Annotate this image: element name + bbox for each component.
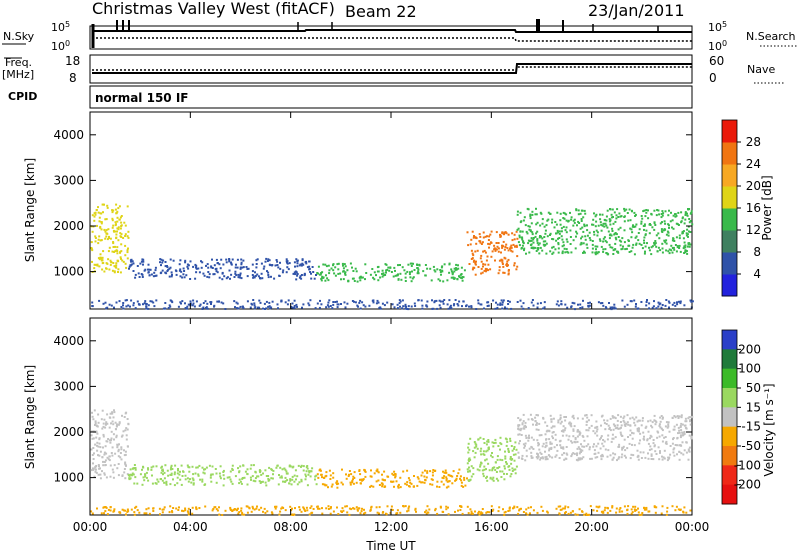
echo-region <box>91 299 694 311</box>
colorbar-swatch <box>722 274 737 297</box>
nave-tick-top: 60 <box>709 54 724 68</box>
x-axis-label: Time UT <box>365 539 416 553</box>
colorbar-tick-label: -15 <box>741 420 761 434</box>
power-panel: 1000 2000 3000 4000 Slant Range [km] 4 8 12 16… <box>23 111 774 311</box>
nave-tick-bottom: 0 <box>709 71 717 85</box>
colorbar-swatch <box>722 164 737 187</box>
power-colorbar: 4 8 12 16 20 24 28 <box>721 119 761 297</box>
nsearch-label: N.Search <box>746 30 796 43</box>
power-colorbar-label: Power [dB] <box>760 175 774 240</box>
velocity-axes: 1000 2000 3000 4000 00:00 04:00 08:00 12:00 16:0… <box>53 318 709 534</box>
colorbar-tick-label: 12 <box>746 223 761 237</box>
echo-region <box>316 262 466 283</box>
freq-line <box>92 63 692 74</box>
colorbar-tick-label: 28 <box>746 135 761 149</box>
echo-region <box>466 230 519 276</box>
colorbar-tick-label: 100 <box>738 362 761 376</box>
colorbar-swatch <box>722 426 737 447</box>
power-data <box>90 203 694 311</box>
x-tick-label: 20:00 <box>574 520 609 534</box>
y-tick-label: 4000 <box>53 128 84 142</box>
velocity-ylabel: Slant Range [km] <box>23 365 37 469</box>
colorbar-swatch <box>722 349 737 370</box>
colorbar-tick-label: 4 <box>753 267 761 281</box>
echo-region <box>128 257 317 281</box>
nsearch-tick-top: 105 <box>708 20 727 34</box>
date-label: 23/Jan/2011 <box>588 1 685 20</box>
echo-region <box>516 207 694 256</box>
echo-region <box>466 436 518 482</box>
freq-tick-bottom: 8 <box>69 71 77 85</box>
echo-region <box>127 464 318 487</box>
freq-unit: [MHz] <box>2 68 34 81</box>
nave-line <box>92 66 692 71</box>
colorbar-tick-label: 24 <box>746 157 761 171</box>
colorbar-swatch <box>722 368 737 389</box>
cpid-value: normal 150 IF <box>95 91 189 105</box>
x-tick-label: 04:00 <box>173 520 208 534</box>
freq-label: Freq. <box>5 56 32 69</box>
cpid-label: CPID <box>8 90 37 103</box>
station-title: Christmas Valley West (fitACF) <box>92 0 335 18</box>
colorbar-swatch <box>722 330 737 350</box>
colorbar-swatch <box>722 465 737 486</box>
y-tick-label: 3000 <box>53 173 84 187</box>
power-ylabel: Slant Range [km] <box>23 158 37 262</box>
colorbar-swatch <box>722 230 737 253</box>
colorbar-swatch <box>722 388 737 408</box>
freq-panel: Freq. [MHz] CPID 18 8 60 0 Nave <box>2 54 784 103</box>
colorbar-tick-label: 200 <box>738 342 761 356</box>
colorbar-swatch <box>722 446 737 466</box>
colorbar-swatch <box>722 120 737 143</box>
x-tick-label: 00:00 <box>675 520 710 534</box>
x-tick-label: 00:00 <box>73 520 108 534</box>
echo-region <box>90 409 130 480</box>
nsky-tick-top: 105 <box>51 20 70 34</box>
colorbar-tick-label: 16 <box>746 201 761 215</box>
colorbar-tick-label: 8 <box>753 245 761 259</box>
power-axes: 1000 2000 3000 4000 <box>53 112 693 309</box>
cpid-panel: normal 150 IF <box>89 85 693 109</box>
y-tick-label: 2000 <box>53 425 84 439</box>
echo-region <box>316 468 468 489</box>
nsky-line <box>92 29 692 33</box>
x-tick-label: 08:00 <box>273 520 308 534</box>
nsearch-line <box>92 37 692 42</box>
colorbar-swatch <box>722 208 737 231</box>
velocity-colorbar: 200 100 50 15 -15 -50 -100 -200 <box>721 329 761 505</box>
y-tick-label: 1000 <box>53 471 84 485</box>
velocity-colorbar-label: Velocity [m s⁻¹] <box>762 383 776 476</box>
colorbar-swatch <box>722 186 737 209</box>
nsearch-tick-bottom: 100 <box>708 39 727 53</box>
echo-region <box>517 413 694 462</box>
freq-tick-top: 18 <box>65 54 80 68</box>
colorbar-swatch <box>722 407 737 428</box>
colorbar-tick-label: -50 <box>741 439 761 453</box>
x-tick-label: 16:00 <box>474 520 509 534</box>
colorbar-swatch <box>722 484 737 505</box>
y-tick-label: 3000 <box>53 379 84 393</box>
nsky-panel: N.Sky 105 100 105 100 N.Search <box>2 19 798 53</box>
colorbar-tick-label: 20 <box>746 179 761 193</box>
y-tick-label: 2000 <box>53 219 84 233</box>
velocity-data <box>90 409 694 516</box>
colorbar-tick-label: 50 <box>746 381 761 395</box>
colorbar-tick-label: 15 <box>746 400 761 414</box>
colorbar-tick-label: -200 <box>734 478 761 492</box>
nsky-label: N.Sky <box>3 30 35 43</box>
nave-label: Nave <box>747 63 775 76</box>
colorbar-swatch <box>722 252 737 275</box>
x-tick-label: 12:00 <box>374 520 409 534</box>
y-tick-label: 4000 <box>53 334 84 348</box>
nsky-tick-bottom: 100 <box>51 39 70 53</box>
y-tick-label: 1000 <box>53 265 84 279</box>
beam-label: Beam 22 <box>345 2 417 21</box>
echo-region <box>90 505 692 516</box>
colorbar-tick-label: -100 <box>734 458 761 472</box>
colorbar-swatch <box>722 142 737 165</box>
velocity-panel: 1000 2000 3000 4000 00:00 04:00 08:00 12:00 16:0… <box>23 317 776 534</box>
echo-region <box>90 203 130 274</box>
